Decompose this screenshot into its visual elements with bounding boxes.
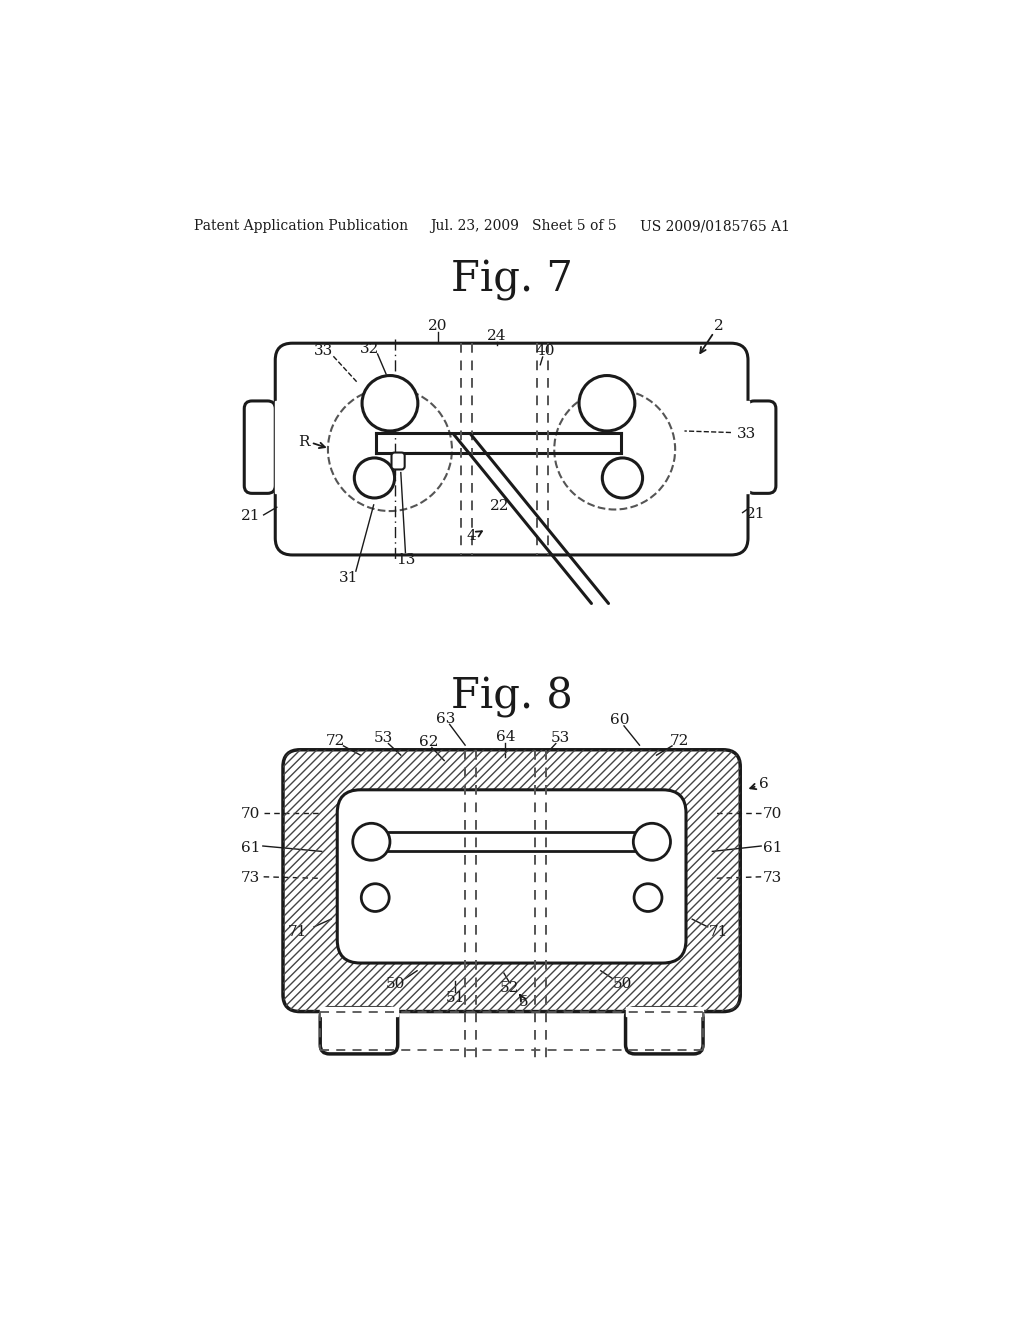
Text: 31: 31 [339, 572, 358, 585]
Text: 2: 2 [714, 319, 723, 333]
Circle shape [361, 884, 389, 911]
Text: 22: 22 [490, 499, 510, 513]
Text: 21: 21 [746, 507, 766, 521]
FancyBboxPatch shape [337, 789, 686, 964]
Text: 24: 24 [487, 329, 507, 342]
Circle shape [362, 375, 418, 430]
Text: Fig. 7: Fig. 7 [451, 259, 572, 301]
Text: 32: 32 [360, 342, 380, 355]
Text: 73: 73 [763, 871, 782, 886]
Text: 73: 73 [241, 871, 260, 886]
Text: 61: 61 [763, 841, 782, 854]
Text: 3: 3 [361, 941, 372, 954]
Text: 70: 70 [763, 808, 782, 821]
Bar [742, 401, 749, 494]
Text: 63: 63 [436, 711, 456, 726]
Text: Patent Application Publication: Patent Application Publication [194, 219, 408, 234]
Text: 64: 64 [496, 730, 515, 744]
Text: 6: 6 [759, 776, 768, 791]
Text: 52: 52 [500, 982, 519, 995]
Text: 53: 53 [374, 731, 393, 746]
Text: 40: 40 [536, 345, 555, 358]
Text: 5: 5 [518, 994, 528, 1008]
Text: 13: 13 [395, 553, 415, 568]
Text: 62: 62 [419, 735, 438, 748]
Text: 71: 71 [709, 925, 728, 940]
FancyBboxPatch shape [626, 1007, 703, 1053]
Bar [275, 401, 280, 494]
Text: 20: 20 [428, 319, 447, 333]
FancyBboxPatch shape [275, 343, 748, 554]
FancyBboxPatch shape [746, 401, 776, 494]
Text: 3: 3 [648, 941, 658, 954]
Text: 4: 4 [467, 529, 476, 543]
Text: 51: 51 [445, 991, 465, 1005]
Bar [626, 1007, 703, 1016]
Text: 53: 53 [551, 731, 570, 746]
FancyBboxPatch shape [283, 750, 740, 1011]
Text: Fig. 8: Fig. 8 [451, 676, 572, 718]
Circle shape [602, 458, 643, 498]
Text: 70: 70 [241, 808, 260, 821]
Circle shape [634, 884, 662, 911]
FancyBboxPatch shape [321, 1007, 397, 1053]
FancyBboxPatch shape [391, 453, 404, 470]
Circle shape [354, 458, 394, 498]
Text: 50: 50 [612, 977, 632, 991]
Text: 72: 72 [670, 734, 689, 748]
Text: 71: 71 [288, 925, 306, 940]
Text: R: R [298, 434, 309, 449]
Circle shape [352, 824, 390, 861]
FancyBboxPatch shape [245, 401, 275, 494]
Text: 21: 21 [241, 510, 260, 524]
Bar [321, 1007, 397, 1016]
Text: Jul. 23, 2009   Sheet 5 of 5: Jul. 23, 2009 Sheet 5 of 5 [430, 219, 616, 234]
Circle shape [579, 375, 635, 430]
Text: 72: 72 [326, 734, 345, 748]
Circle shape [633, 824, 671, 861]
Text: 33: 33 [737, 428, 756, 441]
Text: 61: 61 [241, 841, 260, 854]
Text: 33: 33 [313, 345, 333, 358]
Text: US 2009/0185765 A1: US 2009/0185765 A1 [640, 219, 790, 234]
Text: 60: 60 [610, 714, 630, 727]
Text: 50: 50 [386, 977, 406, 991]
